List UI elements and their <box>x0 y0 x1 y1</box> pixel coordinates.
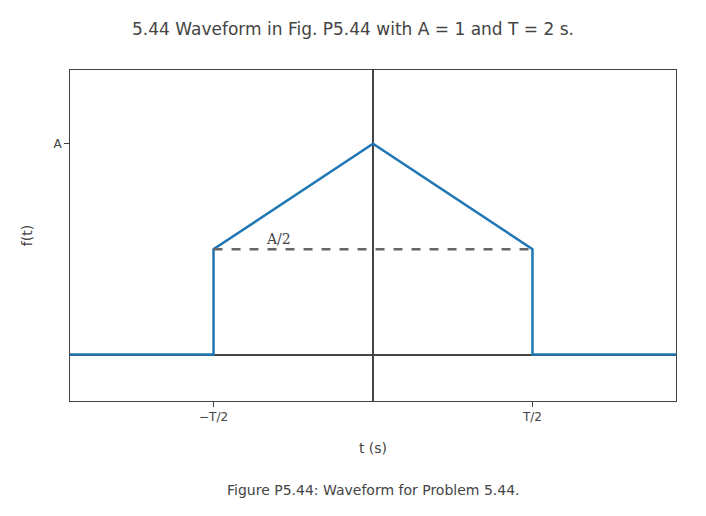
svg-text:A/2: A/2 <box>266 231 291 247</box>
svg-text:Figure P5.44: Waveform for Pro: Figure P5.44: Waveform for Problem 5.44. <box>227 482 520 498</box>
svg-text:A: A <box>53 137 62 151</box>
svg-text:−T/2: −T/2 <box>199 410 228 424</box>
svg-text:f(t): f(t) <box>19 225 35 246</box>
svg-text:T/2: T/2 <box>522 410 542 424</box>
svg-text:t (s): t (s) <box>359 440 387 456</box>
svg-text:5.44 Waveform in Fig. P5.44 wi: 5.44 Waveform in Fig. P5.44 with A = 1 a… <box>132 19 574 39</box>
